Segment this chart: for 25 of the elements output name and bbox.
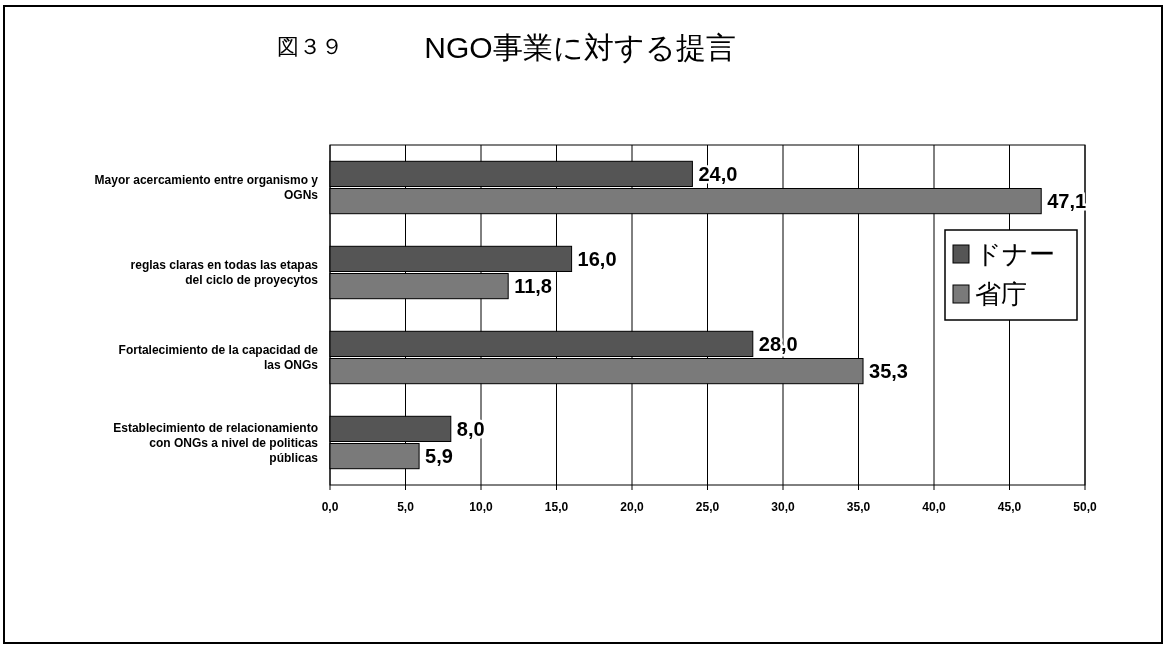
x-tick-label: 25,0 [695,500,720,514]
data-label: 11,8 [514,275,553,298]
y-tick-label: Fortalecimiento de la capacidad de las ONGs [118,343,319,372]
x-tick-label: 35,0 [846,500,871,514]
x-tick-label: 45,0 [997,500,1022,514]
x-tick-label: 40,0 [922,500,946,514]
x-tick-label: 5,0 [397,500,415,514]
y-tick-label: reglas claras en todas las etapas del ciclo de proyecytos [130,258,319,287]
x-tick-label: 15,0 [544,500,569,514]
legend-label: ドナー [975,239,1055,269]
data-label: 35,3 [869,360,908,383]
x-tick-label: 50,0 [1073,500,1097,514]
x-tick-label: 20,0 [620,500,644,514]
x-tick-label: 10,0 [469,500,493,514]
data-label: 8,0 [456,417,485,440]
y-tick-label: Mayor acercamiento entre organismo y OGNs [94,173,319,202]
legend-label: 省庁 [975,279,1027,309]
x-tick-label: 0,0 [321,500,339,514]
x-tick-label: 30,0 [771,500,795,514]
data-label: 28,0 [758,332,798,355]
data-label: 16,0 [577,247,617,270]
y-tick-label: Establecimiento de relacionamiento con ONGs a nivel de politicas públicas [113,420,319,465]
chart-title: NGO事業に対する提言 [424,31,736,64]
data-label: 5,9 [425,445,453,468]
caption: 図３９ [277,34,343,59]
